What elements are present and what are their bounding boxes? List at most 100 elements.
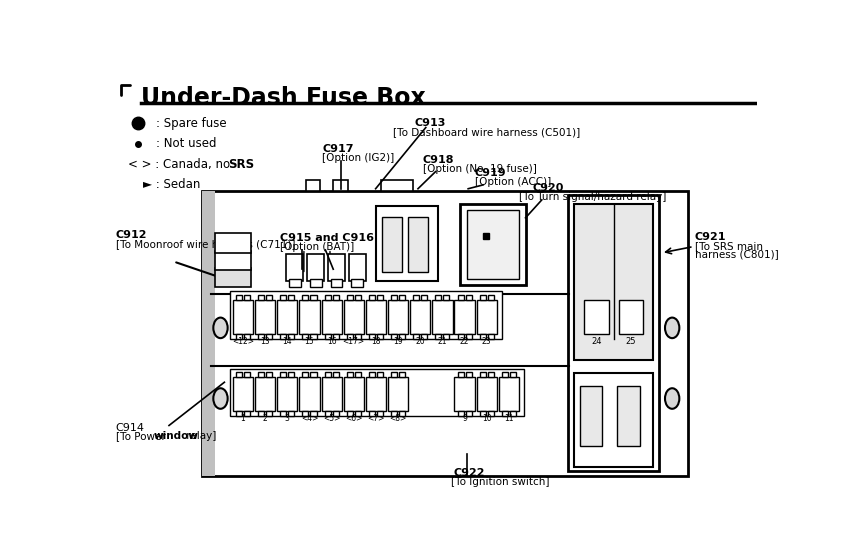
Bar [377, 334, 383, 339]
Text: <5>: <5> [323, 414, 341, 423]
Text: 24: 24 [591, 337, 602, 346]
Text: harness (C801)]: harness (C801)] [695, 249, 779, 259]
Bar [458, 295, 463, 300]
Text: C920: C920 [532, 183, 563, 193]
Bar [488, 411, 494, 416]
Text: [To Turn signal/hazard relay]: [To Turn signal/hazard relay] [519, 192, 666, 202]
Text: SRS: SRS [228, 158, 254, 171]
Bar [266, 411, 272, 416]
Bar [333, 372, 339, 377]
Text: [To SRS main: [To SRS main [695, 241, 763, 251]
Text: <8>: <8> [389, 414, 407, 423]
Bar [366, 300, 386, 334]
Bar [584, 300, 609, 334]
Bar [310, 411, 316, 416]
Text: 1: 1 [241, 414, 246, 423]
Bar [488, 334, 494, 339]
Text: [To Power: [To Power [115, 431, 168, 441]
Bar [325, 334, 331, 339]
Bar [244, 372, 250, 377]
Bar [432, 300, 452, 334]
Bar [289, 280, 301, 287]
Bar [391, 411, 397, 416]
Bar [310, 295, 316, 300]
Bar [510, 411, 516, 416]
Bar [355, 411, 361, 416]
Text: [Option (IG2)]: [Option (IG2)] [322, 153, 394, 163]
Text: 21: 21 [437, 337, 447, 346]
Text: C918: C918 [422, 155, 454, 165]
Bar [454, 377, 474, 411]
Bar [236, 295, 242, 300]
Bar [382, 216, 402, 272]
Bar [288, 334, 294, 339]
Text: [Option (No. 19 fuse)]: [Option (No. 19 fuse)] [422, 163, 537, 173]
Bar [413, 295, 420, 300]
Bar [352, 280, 363, 287]
Text: C915 and C916: C915 and C916 [280, 233, 373, 243]
Bar [408, 216, 428, 272]
Bar [244, 411, 250, 416]
Bar [236, 372, 242, 377]
Bar [460, 203, 526, 285]
Bar [303, 334, 309, 339]
Bar [280, 334, 286, 339]
Ellipse shape [665, 388, 680, 409]
Bar [421, 334, 427, 339]
Bar [458, 334, 463, 339]
Bar [303, 372, 309, 377]
Text: <7>: <7> [368, 414, 384, 423]
Bar [310, 334, 316, 339]
Text: 2: 2 [262, 414, 267, 423]
Bar [331, 280, 342, 287]
Text: 20: 20 [415, 337, 425, 346]
Bar [502, 411, 508, 416]
Bar [574, 203, 653, 360]
Bar [377, 295, 383, 300]
Bar [443, 334, 449, 339]
Bar [391, 334, 397, 339]
Bar [466, 334, 472, 339]
Bar [369, 295, 375, 300]
Bar [310, 372, 316, 377]
Bar [346, 372, 352, 377]
Text: ► : Sedan: ► : Sedan [143, 178, 200, 191]
Text: relay]: relay] [182, 431, 216, 441]
Bar [458, 411, 463, 416]
Bar [366, 377, 386, 411]
Bar [266, 334, 272, 339]
Bar [344, 300, 364, 334]
Bar [388, 300, 408, 334]
Text: [To Ignition switch]: [To Ignition switch] [451, 478, 549, 488]
Bar [299, 377, 320, 411]
Bar [377, 411, 383, 416]
Text: 18: 18 [371, 337, 381, 346]
Text: 11: 11 [504, 414, 514, 423]
Bar [258, 411, 264, 416]
Text: 10: 10 [482, 414, 491, 423]
Bar [510, 372, 516, 377]
Bar [443, 295, 449, 300]
Bar [467, 210, 519, 279]
Bar [258, 295, 264, 300]
Bar [306, 180, 320, 191]
Bar [479, 411, 486, 416]
Bar [369, 334, 375, 339]
Bar [436, 295, 442, 300]
Bar [346, 334, 352, 339]
Bar [288, 295, 294, 300]
Bar [230, 291, 502, 339]
Text: 16: 16 [327, 337, 336, 346]
Bar [288, 411, 294, 416]
Text: <17>: <17> [343, 337, 365, 346]
Text: 3: 3 [285, 414, 290, 423]
Bar [236, 334, 242, 339]
Text: 22: 22 [460, 337, 469, 346]
Bar [244, 334, 250, 339]
Bar [299, 300, 320, 334]
Bar [278, 300, 298, 334]
Bar [436, 334, 442, 339]
Bar [280, 295, 286, 300]
Text: window: window [153, 431, 198, 441]
Text: C913: C913 [415, 118, 446, 128]
